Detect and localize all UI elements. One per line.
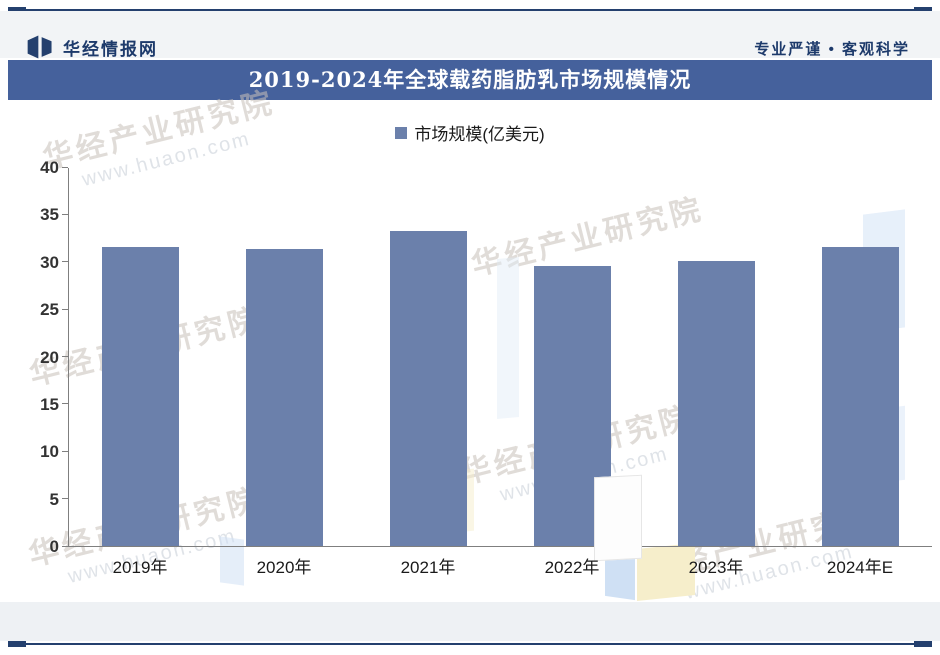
x-tick-label: 2019年	[112, 558, 168, 577]
y-tick-mark	[62, 450, 68, 452]
x-tick-label: 2024年E	[826, 558, 894, 577]
y-tick-mark	[62, 498, 68, 500]
bar-slot	[213, 168, 357, 546]
y-tick-mark	[62, 356, 68, 357]
y-tick-mark	[62, 213, 68, 215]
bar-2021年	[390, 231, 468, 546]
plot-area: 0 5 10 15 20 25 30 35 40	[40, 158, 932, 556]
bar-slot	[357, 168, 501, 546]
bottom-rule	[8, 643, 932, 645]
y-tick-label: 35	[40, 205, 59, 225]
y-tick-label: 5	[49, 489, 59, 509]
bar-slot	[644, 168, 788, 546]
top-rule-left-stub	[8, 7, 26, 13]
header-slogan: 专业严谨 • 客观科学	[754, 41, 910, 58]
bar-2020年	[246, 249, 324, 546]
brand-name: 华经情报网	[63, 39, 158, 59]
bar-2023年	[677, 260, 755, 546]
y-tick-mark	[62, 308, 68, 310]
brand: 华经情报网	[26, 34, 158, 60]
bar-2019年	[102, 247, 180, 546]
huajing-logo-icon	[27, 35, 52, 59]
chart-title: 2019-2024年全球载药脂肪乳市场规模情况	[248, 67, 692, 92]
bar-slot	[500, 168, 644, 546]
x-tick-label: 2023年	[688, 558, 744, 577]
bar-series	[69, 168, 932, 546]
chart-title-bar: 2019-2024年全球载药脂肪乳市场规模情况	[8, 60, 932, 100]
y-tick-mark	[62, 261, 68, 263]
y-tick-label: 20	[40, 347, 59, 367]
y-tick-label: 10	[40, 442, 59, 462]
x-tick-label: 2021年	[400, 558, 456, 577]
top-rule-right-stub	[914, 7, 932, 13]
bar-2024年E	[821, 247, 899, 546]
y-tick-label: 25	[40, 300, 59, 320]
footer: www.huaon.com 资料来源：公开资料，华经产业研究院整理	[0, 602, 940, 641]
chart-legend: 市场规模(亿美元)	[0, 120, 940, 145]
header: 华经情报网 专业严谨 • 客观科学	[0, 11, 940, 60]
bar-slot	[69, 168, 213, 546]
y-tick-mark	[62, 403, 68, 405]
bar-2022年	[533, 266, 611, 546]
bottom-rule-left-stub	[8, 641, 26, 647]
x-tick-label: 2020年	[256, 558, 312, 577]
y-tick-label: 0	[49, 537, 59, 556]
x-tick-label: 2022年	[544, 558, 600, 577]
legend-label: 市场规模(亿美元)	[414, 125, 545, 144]
y-tick-mark	[62, 545, 68, 547]
x-axis-labels: 2019年 2020年 2021年 2022年 2023年 2024年E	[68, 553, 932, 578]
legend-marker-icon	[395, 126, 408, 139]
bottom-rule-right-stub	[914, 641, 932, 647]
y-tick-mark	[62, 166, 68, 168]
bar-slot	[788, 168, 932, 546]
y-tick-label: 15	[40, 394, 59, 414]
y-tick-label: 30	[40, 252, 59, 272]
top-rule	[8, 9, 932, 11]
y-tick-label: 40	[40, 158, 59, 177]
